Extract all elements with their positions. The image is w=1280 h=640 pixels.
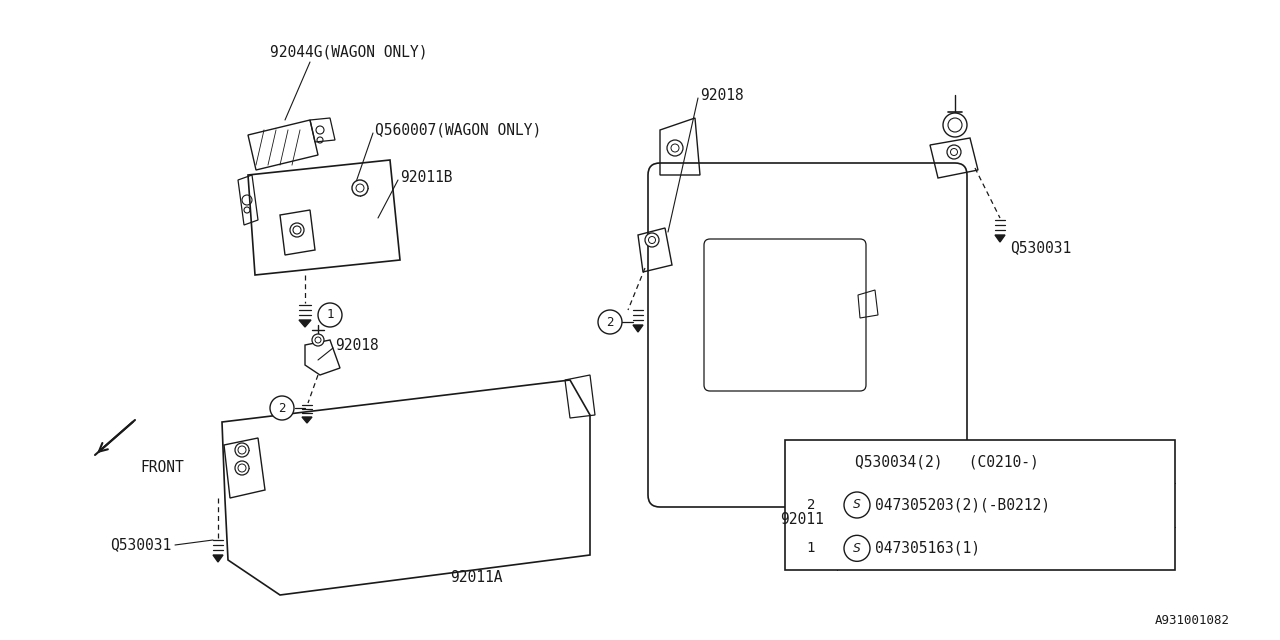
Text: FRONT: FRONT: [140, 461, 184, 476]
Circle shape: [645, 233, 659, 247]
Circle shape: [943, 113, 966, 137]
Text: Q530031: Q530031: [1010, 241, 1071, 255]
Text: 92018: 92018: [335, 337, 379, 353]
Text: 1: 1: [326, 308, 334, 321]
Text: 047305163(1): 047305163(1): [876, 541, 980, 556]
Polygon shape: [634, 325, 643, 332]
Circle shape: [270, 396, 294, 420]
Text: 92011A: 92011A: [451, 570, 503, 586]
Polygon shape: [995, 235, 1005, 242]
Text: 047305203(2)(-B0212): 047305203(2)(-B0212): [876, 497, 1050, 513]
Circle shape: [317, 303, 342, 327]
Circle shape: [236, 461, 250, 475]
Text: 1: 1: [806, 541, 815, 556]
Text: 2: 2: [806, 498, 815, 512]
Polygon shape: [212, 555, 223, 562]
Circle shape: [352, 180, 369, 196]
Text: 92018: 92018: [700, 88, 744, 102]
Circle shape: [844, 492, 870, 518]
Circle shape: [312, 334, 324, 346]
Polygon shape: [302, 417, 312, 423]
Circle shape: [598, 310, 622, 334]
Bar: [785, 440, 1175, 570]
Circle shape: [844, 535, 870, 561]
Text: 2: 2: [278, 401, 285, 415]
Text: Q560007(WAGON ONLY): Q560007(WAGON ONLY): [375, 122, 541, 138]
Circle shape: [797, 491, 826, 519]
Text: 92011: 92011: [780, 513, 824, 527]
Text: Q530034(2)   (C0210-): Q530034(2) (C0210-): [855, 454, 1039, 469]
Text: A931001082: A931001082: [1155, 614, 1230, 627]
Circle shape: [947, 145, 961, 159]
Text: S: S: [852, 499, 861, 511]
Text: S: S: [852, 542, 861, 555]
Text: 2: 2: [607, 316, 613, 328]
Text: 92044G(WAGON ONLY): 92044G(WAGON ONLY): [270, 45, 428, 60]
Circle shape: [667, 140, 684, 156]
Polygon shape: [300, 320, 311, 327]
Circle shape: [236, 443, 250, 457]
Text: 92011B: 92011B: [399, 170, 453, 186]
Circle shape: [797, 534, 826, 563]
Circle shape: [291, 223, 305, 237]
Text: Q530031: Q530031: [110, 538, 172, 552]
